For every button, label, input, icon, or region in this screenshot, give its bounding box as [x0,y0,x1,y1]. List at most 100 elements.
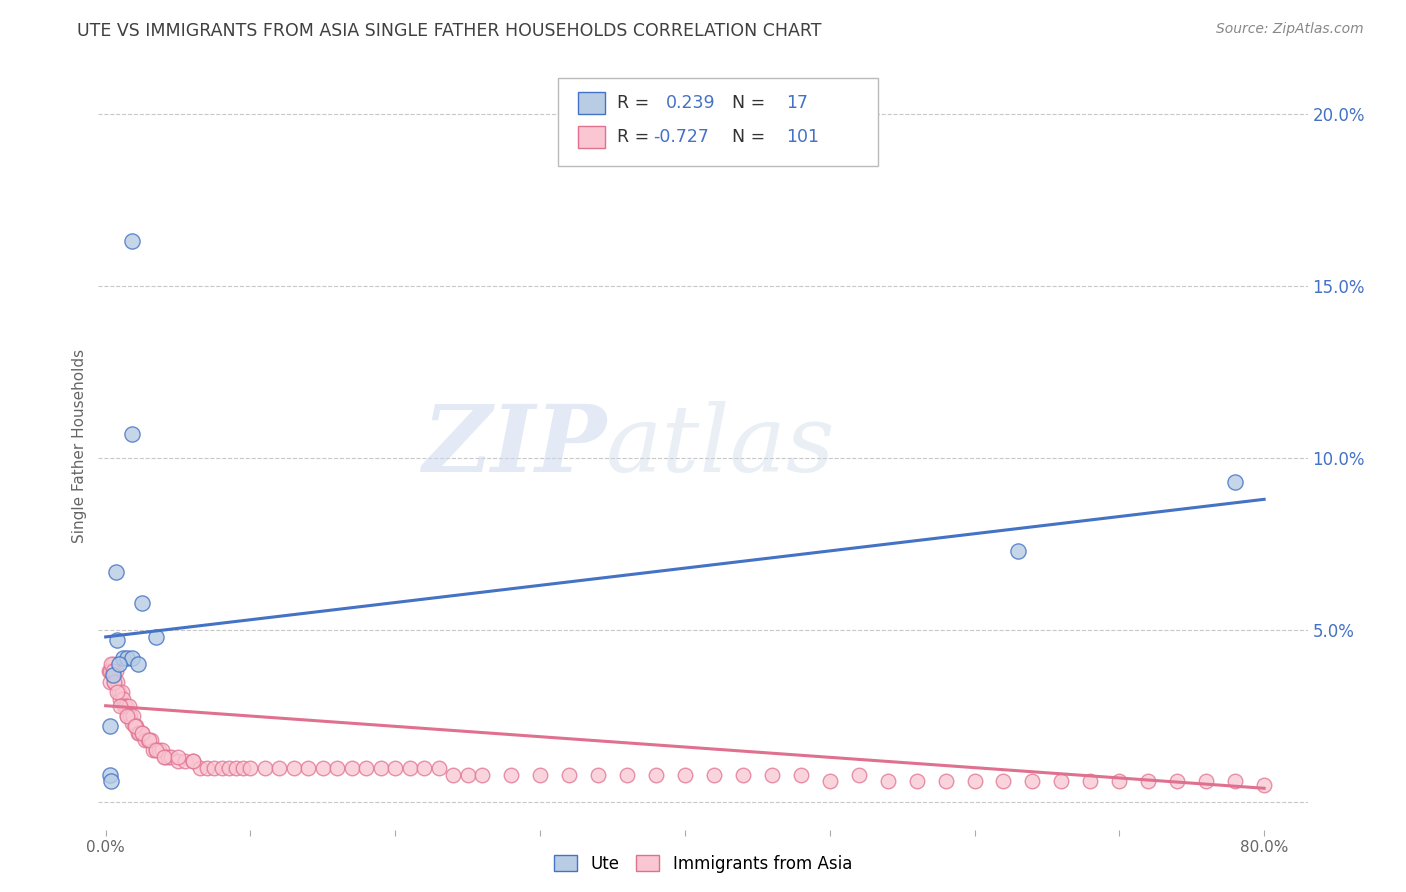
Point [202,761,225,775]
Point [98,767,121,781]
Point [110,685,132,699]
Point [1166,774,1188,789]
Point [731,767,754,781]
Point [225,761,247,775]
Text: N =: N = [733,94,770,112]
Point [101,657,124,672]
Point [1050,774,1073,789]
Point [1108,774,1130,789]
Point [1080,774,1102,789]
Point [167,754,190,768]
Point [121,650,143,665]
Point [105,633,128,648]
Point [148,743,170,757]
Point [150,743,173,757]
Point [121,427,143,442]
Y-axis label: Single Father Households: Single Father Households [72,349,87,543]
Point [107,657,129,672]
Point [105,685,128,699]
Point [131,726,153,740]
Point [107,685,129,699]
Point [98,665,121,679]
Point [142,743,165,757]
Point [118,698,141,713]
Point [145,743,167,757]
Point [790,767,813,781]
Text: R =: R = [617,94,655,112]
Point [529,767,551,781]
Point [269,761,291,775]
Point [848,767,870,781]
Text: 101: 101 [786,128,820,146]
Point [239,761,262,775]
Point [131,726,153,740]
Text: -0.727: -0.727 [654,128,709,146]
Point [188,761,211,775]
Point [117,709,139,723]
Text: N =: N = [733,128,770,146]
Point [398,761,420,775]
Bar [578,93,605,114]
Point [876,774,898,789]
Point [211,761,233,775]
Point [145,630,167,644]
Point [283,761,305,775]
Point [703,767,725,781]
Point [127,726,149,740]
Point [156,750,179,764]
Point [100,665,122,679]
Point [134,733,156,747]
Point [145,743,167,757]
Point [125,719,148,733]
Text: 17: 17 [786,94,808,112]
Point [100,657,122,672]
Point [457,767,479,781]
Point [98,674,121,689]
Point [122,709,145,723]
Point [115,698,138,713]
Point [326,761,349,775]
Point [1021,774,1043,789]
Point [195,761,218,775]
Point [108,698,131,713]
Point [1225,774,1247,789]
Point [117,709,139,723]
Point [128,726,150,740]
Point [253,761,276,775]
Point [471,767,494,781]
Point [104,665,127,679]
Point [112,691,135,706]
Point [98,719,121,733]
Point [103,674,125,689]
Text: atlas: atlas [606,401,835,491]
Point [174,754,197,768]
Point [181,754,204,768]
Point [340,761,363,775]
Point [616,767,638,781]
Point [558,767,581,781]
Text: 0.239: 0.239 [665,94,716,112]
Point [103,674,125,689]
Point [501,767,523,781]
Point [1137,774,1160,789]
Point [114,698,136,713]
Point [218,761,240,775]
Point [167,750,190,764]
Point [121,235,143,249]
Point [181,754,204,768]
Bar [578,126,605,147]
Point [1253,778,1275,792]
Point [127,657,149,672]
Point [97,665,120,679]
Point [673,767,696,781]
Point [232,761,254,775]
Point [993,774,1015,789]
Point [101,665,124,679]
Point [121,715,143,730]
Point [356,761,378,775]
Point [131,595,153,609]
Text: Source: ZipAtlas.com: Source: ZipAtlas.com [1216,22,1364,37]
Point [136,733,159,747]
Point [761,767,783,781]
Point [427,761,450,775]
